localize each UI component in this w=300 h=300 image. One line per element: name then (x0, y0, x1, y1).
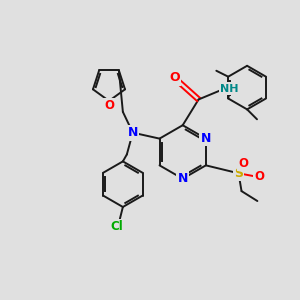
Text: O: O (254, 170, 264, 183)
Text: O: O (238, 157, 248, 170)
Text: N: N (178, 172, 188, 185)
Text: O: O (104, 99, 114, 112)
Text: S: S (234, 167, 243, 180)
Text: N: N (201, 132, 211, 145)
Text: NH: NH (220, 84, 239, 94)
Text: O: O (169, 71, 180, 84)
Text: N: N (128, 126, 138, 139)
Text: Cl: Cl (111, 220, 123, 233)
